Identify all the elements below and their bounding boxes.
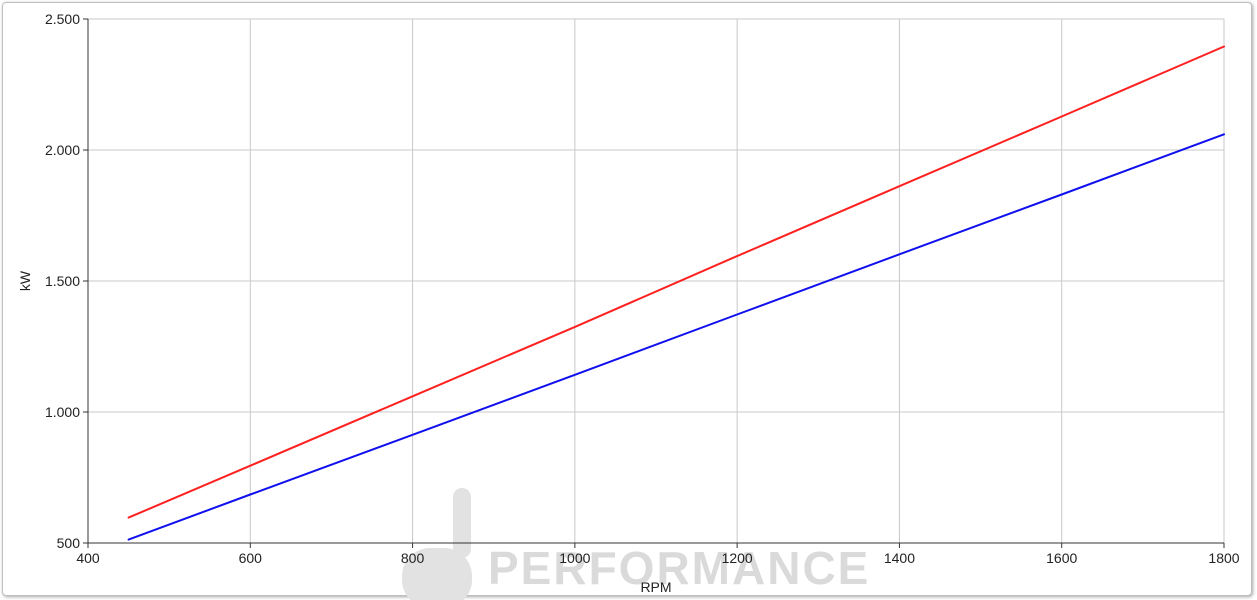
watermark-logo-bowl xyxy=(402,548,472,600)
axes xyxy=(83,18,1225,548)
watermark-logo-stem xyxy=(453,488,471,558)
x-axis-title: RPM xyxy=(640,579,671,595)
y-tick-label: 2.500 xyxy=(45,11,80,27)
x-tick-label: 400 xyxy=(76,550,100,566)
watermark-text: PERFORMANCE xyxy=(488,542,870,594)
tick-labels: 400 600 800 1000 1200 1400 1600 1800 500 1.000 1.5… xyxy=(45,11,1240,566)
x-tick-label: 600 xyxy=(239,550,263,566)
x-tick-label: 1800 xyxy=(1208,550,1239,566)
y-tick-label: 1.000 xyxy=(45,404,80,420)
x-tick-label: 1600 xyxy=(1046,550,1077,566)
y-tick-label: 2.000 xyxy=(45,142,80,158)
y-axis-title: kW xyxy=(17,270,33,291)
x-tick-label: 1200 xyxy=(722,550,753,566)
series-line-1 xyxy=(127,45,1225,519)
x-tick-label: 1400 xyxy=(884,550,915,566)
series-line-2 xyxy=(127,133,1225,541)
y-tick-label: 1.500 xyxy=(45,273,80,289)
x-tick-label: 800 xyxy=(401,550,425,566)
series-group xyxy=(127,45,1225,541)
y-tick-label: 500 xyxy=(57,535,81,551)
x-tick-label: 1000 xyxy=(559,550,590,566)
watermark: PERFORMANCE xyxy=(402,488,870,600)
grid xyxy=(87,18,1225,544)
